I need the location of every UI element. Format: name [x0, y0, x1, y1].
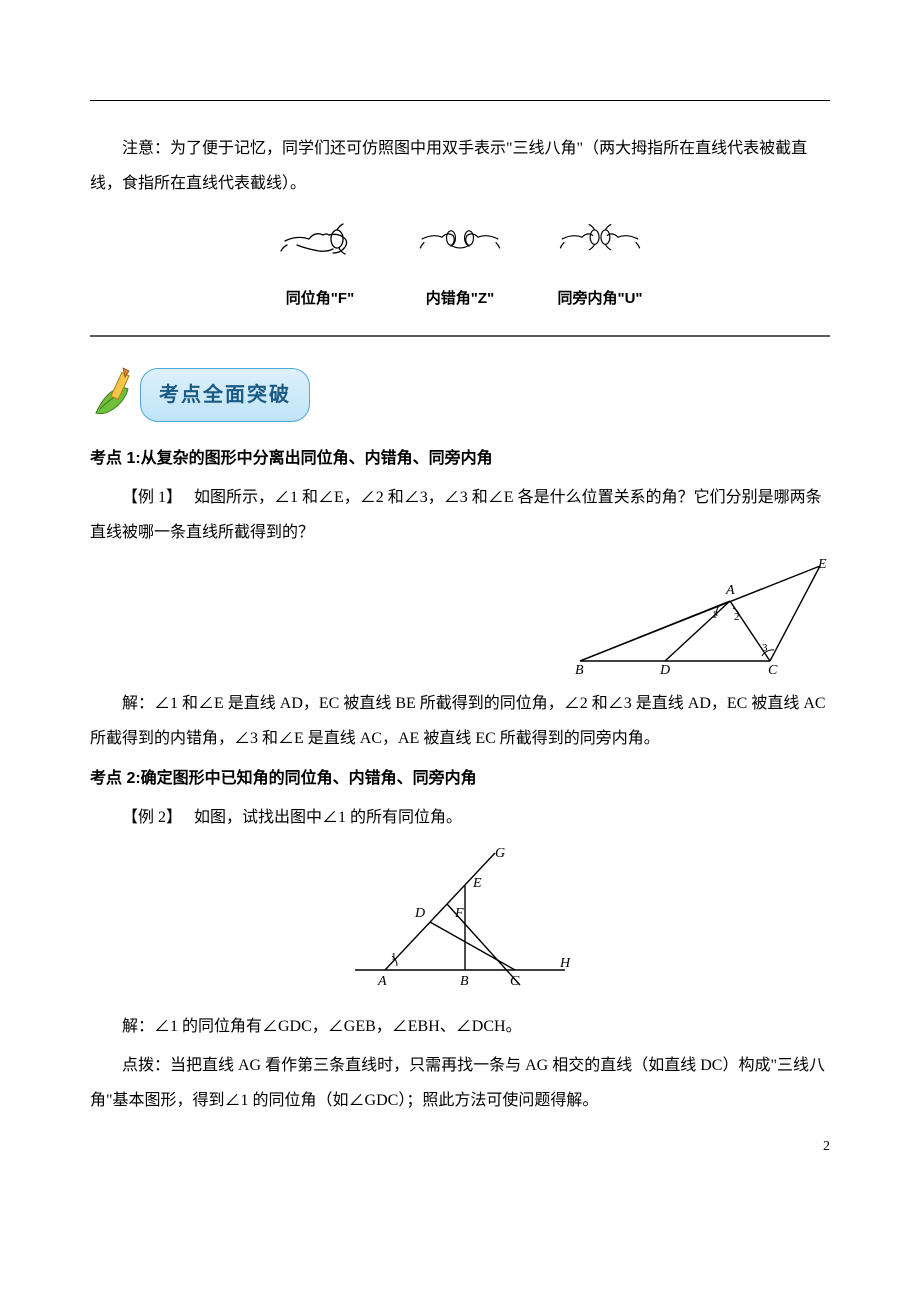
kp2-example-label: 【例 2】 [122, 809, 182, 826]
kp1-solution: 解：∠1 和∠E 是直线 AD，EC 被直线 BE 所截得到的同位角，∠2 和∠… [90, 686, 830, 756]
kp1-example: 【例 1】 如图所示，∠1 和∠E，∠2 和∠3，∠3 和∠E 各是什么位置关系… [90, 480, 830, 550]
kp2-title: 考点 2:确定图形中已知角的同位角、内错角、同旁内角 [90, 761, 830, 796]
fig1-angle-2: 2 [734, 611, 740, 623]
kp1-example-text: 如图所示，∠1 和∠E，∠2 和∠3，∠3 和∠E 各是什么位置关系的角？它们分… [90, 489, 822, 541]
kp2-solution: 解：∠1 的同位角有∠GDC，∠GEB，∠EBH、∠DCH。 [90, 1009, 830, 1044]
hand-cell-z: 内错角"Z" [415, 211, 505, 314]
note-paragraph: 注意：为了便于记忆，同学们还可仿照图中用双手表示"三线八角"（两大拇指所在直线代… [90, 131, 830, 201]
banner-text: 考点全面突破 [140, 368, 310, 422]
hand-gestures-row: 同位角"F" 内错角"Z" [90, 211, 830, 314]
fig1-label-C: C [768, 663, 778, 676]
fig2-label-A: A [377, 974, 387, 989]
kp2-example-text: 如图，试找出图中∠1 的所有同位角。 [194, 809, 462, 826]
section-banner: 考点全面突破 [90, 367, 830, 423]
fig2-angle-1: 1 [391, 951, 397, 963]
hand-u-icon [555, 211, 645, 266]
fig2-label-G: G [495, 846, 505, 861]
fig1-label-E: E [817, 557, 827, 572]
mid-rule [90, 335, 830, 337]
fig1-angle-1: 1 [712, 609, 718, 621]
kp2-dianbo: 点拨：当把直线 AG 看作第三条直线时，只需再找一条与 AG 相交的直线（如直线… [90, 1048, 830, 1118]
kp2-example: 【例 2】 如图，试找出图中∠1 的所有同位角。 [90, 800, 830, 835]
figure-1-wrap: B D C A E 1 2 3 [90, 556, 830, 676]
fig1-angle-3: 3 [762, 642, 768, 654]
fig1-label-D: D [659, 663, 670, 676]
hand-label-z: 内错角"Z" [415, 282, 505, 315]
fig2-label-E: E [472, 876, 482, 891]
fig2-label-D: D [414, 906, 425, 921]
hand-z-icon [415, 211, 505, 266]
figure-1: B D C A E 1 2 3 [570, 556, 830, 676]
pencil-leaf-icon [90, 367, 140, 423]
fig2-label-H: H [559, 956, 571, 971]
figure-2: G E D F A B C H 1 [345, 845, 575, 995]
figure-2-wrap: G E D F A B C H 1 [90, 845, 830, 995]
fig2-label-B: B [460, 974, 469, 989]
page-number: 2 [823, 1132, 830, 1163]
hand-label-f: 同位角"F" [275, 282, 365, 315]
hand-f-icon [275, 211, 365, 266]
fig2-label-C: C [510, 974, 520, 989]
hand-label-u: 同旁内角"U" [555, 282, 645, 315]
top-rule [90, 100, 830, 101]
fig2-label-F: F [454, 906, 464, 921]
fig1-label-A: A [725, 583, 735, 598]
kp1-title: 考点 1:从复杂的图形中分离出同位角、内错角、同旁内角 [90, 441, 830, 476]
kp1-example-label: 【例 1】 [122, 489, 182, 506]
hand-cell-f: 同位角"F" [275, 211, 365, 314]
hand-cell-u: 同旁内角"U" [555, 211, 645, 314]
fig1-label-B: B [575, 663, 584, 676]
